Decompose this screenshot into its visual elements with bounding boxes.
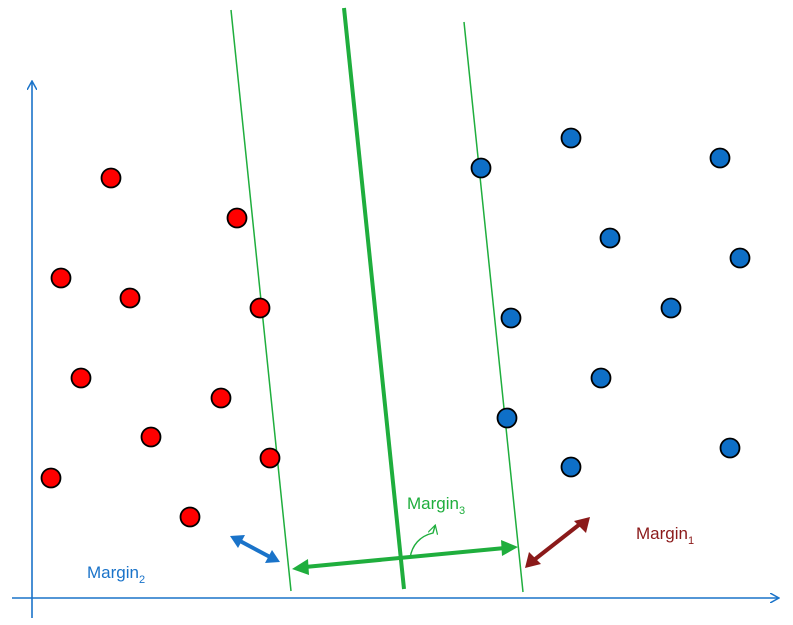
blue-point	[660, 297, 682, 319]
blue-point	[500, 307, 522, 329]
red-point	[249, 297, 271, 319]
axes	[12, 82, 778, 618]
blue-point	[470, 157, 492, 179]
margin-arrows	[230, 517, 590, 575]
red-point	[259, 447, 281, 469]
hyperplane	[342, 7, 406, 590]
blue-class-points	[470, 127, 751, 478]
blue-point	[560, 456, 582, 478]
red-point	[119, 287, 141, 309]
red-point	[179, 506, 201, 528]
red-point	[140, 426, 162, 448]
red-point	[70, 367, 92, 389]
margin-boundary-right	[463, 21, 524, 593]
blue-point	[560, 127, 582, 149]
red-point	[50, 267, 72, 289]
blue-point	[496, 407, 518, 429]
red-point	[100, 167, 122, 189]
margin3-arrow-icon	[292, 540, 518, 575]
margin1-label: Margin1	[636, 524, 694, 547]
angle-arc-icon	[409, 526, 435, 559]
margin3-label: Margin3	[407, 494, 465, 517]
margin1-arrow-icon	[525, 517, 590, 568]
blue-point	[729, 247, 751, 269]
red-point	[210, 387, 232, 409]
blue-point	[599, 227, 621, 249]
margin2-arrow-icon	[230, 535, 280, 563]
separating-lines	[230, 7, 524, 593]
red-point	[226, 207, 248, 229]
red-class-points	[40, 167, 281, 528]
blue-point	[709, 147, 731, 169]
margin2-label: Margin2	[87, 563, 145, 586]
red-point	[40, 467, 62, 489]
blue-point	[590, 367, 612, 389]
blue-point	[719, 437, 741, 459]
